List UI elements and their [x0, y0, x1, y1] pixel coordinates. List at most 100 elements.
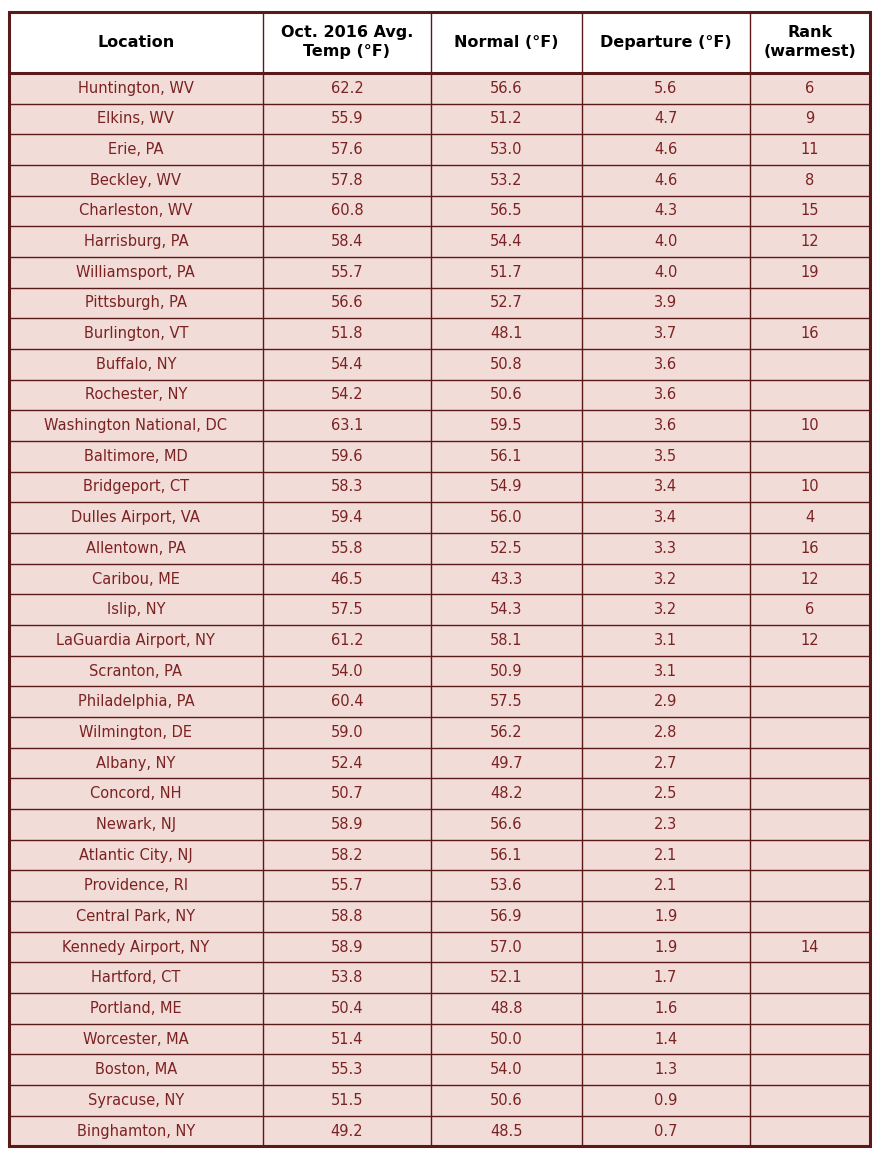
Text: Caribou, ME: Caribou, ME — [92, 572, 180, 586]
Text: 2.7: 2.7 — [653, 755, 677, 770]
Text: 3.6: 3.6 — [653, 357, 676, 372]
Bar — [430, 257, 581, 287]
Bar — [430, 471, 581, 503]
Bar — [430, 503, 581, 533]
Text: 51.5: 51.5 — [330, 1093, 363, 1108]
Text: Boston, MA: Boston, MA — [95, 1062, 176, 1077]
Text: 3.5: 3.5 — [653, 449, 676, 464]
Text: 4.7: 4.7 — [653, 111, 677, 126]
Bar — [430, 103, 581, 134]
Bar — [749, 994, 869, 1024]
Bar — [749, 778, 869, 809]
Bar — [430, 287, 581, 318]
Text: 1.9: 1.9 — [653, 939, 676, 954]
Text: 57.0: 57.0 — [489, 939, 522, 954]
Bar — [9, 410, 263, 441]
Bar — [749, 103, 869, 134]
Bar — [430, 932, 581, 962]
Bar — [430, 533, 581, 564]
Text: 54.2: 54.2 — [330, 388, 363, 403]
Bar — [263, 103, 430, 134]
Bar — [430, 962, 581, 994]
Bar — [430, 625, 581, 655]
Text: 50.9: 50.9 — [489, 664, 522, 679]
Bar — [9, 226, 263, 257]
Text: 57.6: 57.6 — [330, 142, 363, 157]
Bar — [749, 564, 869, 594]
Text: 59.0: 59.0 — [330, 725, 363, 740]
Text: Rochester, NY: Rochester, NY — [84, 388, 187, 403]
Text: 54.4: 54.4 — [330, 357, 363, 372]
Bar — [581, 73, 749, 103]
Text: 1.4: 1.4 — [653, 1032, 676, 1047]
Bar — [749, 932, 869, 962]
Text: 55.9: 55.9 — [330, 111, 363, 126]
Text: 46.5: 46.5 — [330, 572, 363, 586]
Bar — [430, 441, 581, 471]
Text: 3.6: 3.6 — [653, 418, 676, 433]
Text: 54.0: 54.0 — [489, 1062, 522, 1077]
Bar — [749, 1085, 869, 1116]
Text: 50.6: 50.6 — [489, 1093, 522, 1108]
Text: 48.1: 48.1 — [489, 327, 522, 342]
Bar — [430, 196, 581, 226]
Bar — [263, 871, 430, 901]
Text: Dulles Airport, VA: Dulles Airport, VA — [71, 511, 200, 526]
Bar — [749, 287, 869, 318]
Text: 4.6: 4.6 — [653, 173, 676, 188]
Bar — [581, 349, 749, 380]
Bar — [581, 503, 749, 533]
Text: 3.3: 3.3 — [653, 541, 676, 556]
Bar — [263, 471, 430, 503]
Text: 56.1: 56.1 — [489, 449, 522, 464]
Text: Erie, PA: Erie, PA — [108, 142, 163, 157]
Bar — [9, 533, 263, 564]
Bar — [263, 748, 430, 778]
Text: 50.0: 50.0 — [489, 1032, 522, 1047]
Bar — [749, 257, 869, 287]
Bar — [581, 471, 749, 503]
Text: 10: 10 — [800, 418, 818, 433]
Bar — [430, 1024, 581, 1055]
Bar — [749, 748, 869, 778]
Bar — [263, 778, 430, 809]
Text: Newark, NJ: Newark, NJ — [96, 816, 176, 831]
Bar — [9, 380, 263, 410]
Text: 10: 10 — [800, 479, 818, 494]
Text: 56.5: 56.5 — [489, 204, 522, 219]
Text: 59.6: 59.6 — [330, 449, 363, 464]
Text: Baltimore, MD: Baltimore, MD — [84, 449, 188, 464]
Text: Williamsport, PA: Williamsport, PA — [76, 265, 195, 280]
Text: 61.2: 61.2 — [330, 632, 363, 647]
Bar — [263, 196, 430, 226]
Bar — [749, 349, 869, 380]
Text: 4.0: 4.0 — [653, 234, 677, 249]
Bar — [9, 840, 263, 871]
Bar — [581, 1024, 749, 1055]
Text: 49.2: 49.2 — [330, 1123, 363, 1138]
Text: 2.3: 2.3 — [653, 816, 676, 831]
Text: 3.6: 3.6 — [653, 388, 676, 403]
Text: 59.5: 59.5 — [489, 418, 522, 433]
Bar — [263, 1055, 430, 1085]
Text: Bridgeport, CT: Bridgeport, CT — [83, 479, 189, 494]
Bar — [430, 655, 581, 687]
Bar — [9, 901, 263, 932]
Text: 3.9: 3.9 — [653, 295, 676, 310]
Bar — [581, 533, 749, 564]
Bar — [263, 901, 430, 932]
Bar — [581, 226, 749, 257]
Text: 58.2: 58.2 — [330, 848, 363, 863]
Text: 14: 14 — [800, 939, 818, 954]
Bar — [581, 441, 749, 471]
Bar — [430, 1085, 581, 1116]
Bar — [749, 655, 869, 687]
Bar — [581, 164, 749, 196]
Bar — [581, 994, 749, 1024]
Bar — [581, 410, 749, 441]
Text: 12: 12 — [800, 572, 818, 586]
Text: Kennedy Airport, NY: Kennedy Airport, NY — [62, 939, 209, 954]
Text: Normal (°F): Normal (°F) — [454, 35, 558, 50]
Text: Location: Location — [97, 35, 174, 50]
Text: Elkins, WV: Elkins, WV — [97, 111, 174, 126]
